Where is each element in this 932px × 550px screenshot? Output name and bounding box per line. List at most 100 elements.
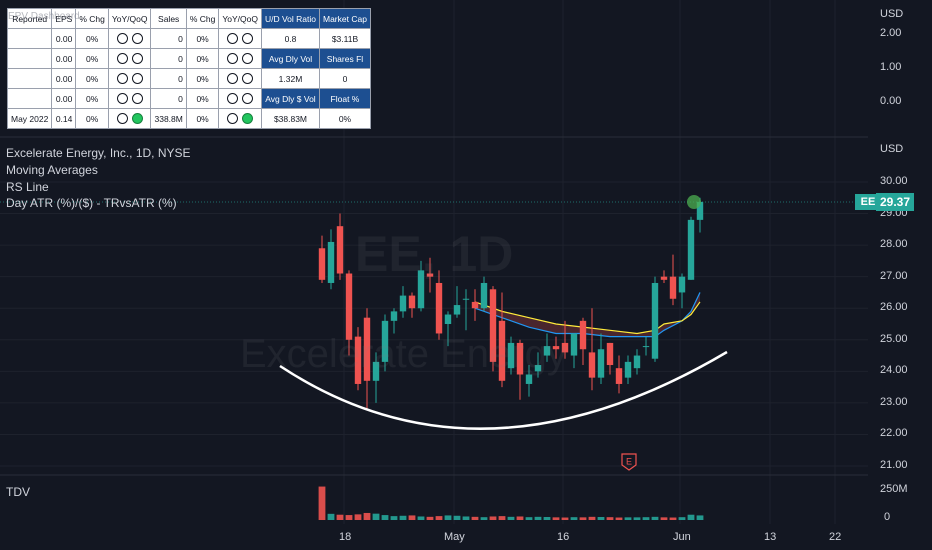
cell-sales-yoy [218,68,262,89]
last-price-symbol-badge: EE [855,194,881,210]
volume-axis-tick: 250M [880,483,908,495]
candle-body [660,276,668,280]
candle-body [525,374,533,384]
cell-eps-yoy [107,108,152,129]
avg-dly-vol-value: 1.32M [260,68,321,89]
legend-symbol[interactable]: Excelerate Energy, Inc., 1D, NYSE [6,146,191,160]
header-eps-yoy: YoY/QoQ [107,8,152,29]
cell-eps-chg: 0% [75,68,109,89]
candle-body [678,276,686,293]
top-axis-tick: 1.00 [880,61,902,73]
dashboard-title: EPV Dashboard [8,11,80,22]
price-axis-tick: 27.00 [880,269,908,282]
cell-eps: 0.00 [51,28,77,49]
volume-bar [525,517,533,520]
candle-body [435,282,443,334]
status-dot-icon [116,93,128,105]
volume-bar [570,517,578,520]
legend-moving-averages[interactable]: Moving Averages [6,163,98,177]
header-market-cap: Market Cap [319,8,371,29]
status-dot-icon [242,73,254,85]
cell-reported [6,28,53,49]
volume-bar [345,515,353,520]
moving-averages [474,292,701,338]
ud-ratio-value: 0.8 [260,28,321,49]
candle-body [480,282,488,309]
volume-bar [552,517,560,520]
price-axis-tick: 22.00 [880,427,908,440]
cell-eps-yoy [107,68,152,89]
dashboard-row: 0.00 0% 0 0% Avg Dly Vol Shares Fl [6,48,371,69]
cell-sales: 0 [150,88,187,109]
volume-bar [408,515,416,520]
status-dot-icon [116,53,128,65]
volume-pane-label[interactable]: TDV [6,485,30,499]
status-dot-icon [227,53,239,65]
price-axis-unit: USD [880,143,904,155]
header-sales-yoy: YoY/QoQ [218,8,262,29]
volume-bar [336,514,344,520]
cup-pattern-drawing [279,350,728,430]
candle-body [345,273,353,340]
float-pct-label: Float % [319,88,371,109]
volume-bar [660,517,668,520]
candle-body [417,270,425,309]
cell-eps-chg: 0% [75,88,109,109]
candle-body [579,320,587,350]
volume-bar [480,517,488,520]
candle-body [498,320,506,381]
volume-bar [534,516,542,520]
legend-rs-line[interactable]: RS Line [6,180,49,194]
volume-bar [579,517,587,520]
price-axis-tick: 25.00 [880,332,908,345]
status-dot-icon [116,113,128,125]
candle-body [696,201,704,220]
earnings-marker-icon[interactable]: E [620,453,638,471]
price-axis-tick: 30.00 [880,175,908,187]
earnings-marker-label: E [626,457,632,467]
legend-day-atr[interactable]: Day ATR (%)/($) - TRvsATR (%) [6,196,177,210]
cell-sales-yoy [218,28,262,49]
volume-bar [642,517,650,520]
candle-body [516,342,524,375]
watermark-symbol: EE, 1D [355,226,514,282]
candle-body [489,289,497,362]
cell-eps: 0.14 [51,108,77,129]
ma-slow-line [474,301,701,335]
cell-eps: 0.00 [51,68,77,89]
cell-eps-chg: 0% [75,48,109,69]
shares-fl-value: 0 [319,68,371,89]
candle-body [651,282,659,359]
shares-fl-label: Shares Fl [319,48,371,69]
candle-body [588,352,596,378]
status-dot-icon [116,73,128,85]
cell-reported [6,48,53,69]
volume-bar [678,517,686,520]
cell-reported [6,68,53,89]
candle-body [615,368,623,384]
cell-sales: 338.8M [150,108,187,129]
volume-bar [651,516,659,520]
candle-body [327,241,335,283]
status-dot-icon [227,113,239,125]
volume-bar [444,515,452,520]
candle-body [336,226,344,274]
candle-body [399,295,407,312]
status-dot-icon [242,33,254,45]
cell-sales-chg: 0% [185,28,220,49]
cell-reported [6,88,53,109]
dashboard-row: 0.00 0% 0 0% 0.8 $3.11B [6,28,371,49]
float-pct-value: 0% [319,108,371,129]
candle-body [606,342,614,366]
header-eps-chg: % Chg [75,8,109,29]
candle-body [354,336,362,384]
candle-body [633,355,641,369]
ma-cloud [475,292,700,337]
volume-bars [318,486,704,520]
dashboard-row: 0.00 0% 0 0% Avg Dly $ Vol Float % [6,88,371,109]
market-cap-value: $3.11B [319,28,371,49]
cell-eps-chg: 0% [75,108,109,129]
cell-sales-yoy [218,48,262,69]
status-dot-icon [227,93,239,105]
